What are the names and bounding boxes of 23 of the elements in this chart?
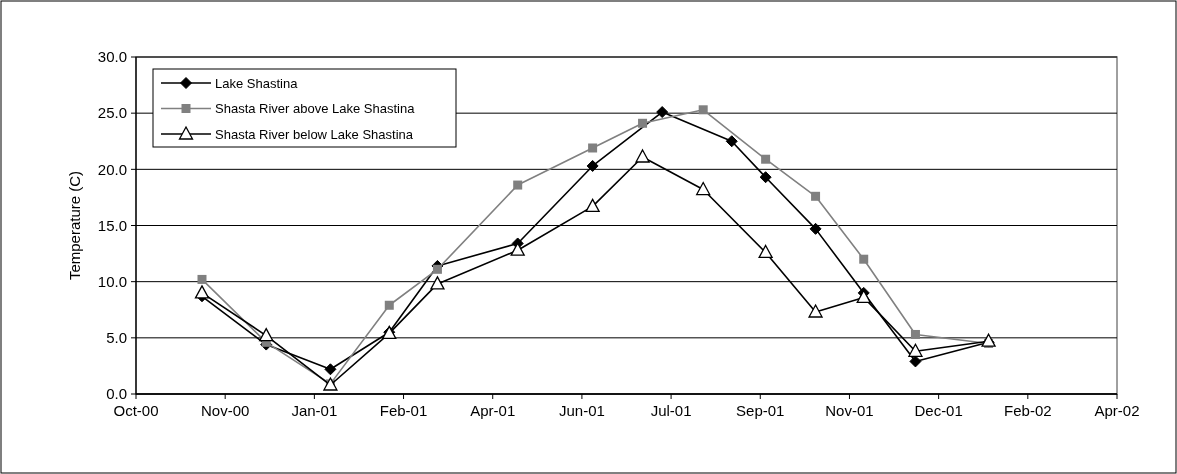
x-tick-label: Feb-02 bbox=[1004, 402, 1052, 419]
x-tick-label: Nov-00 bbox=[201, 402, 250, 419]
y-tick-label: 0.0 bbox=[106, 385, 127, 403]
y-tick-label: 25.0 bbox=[97, 104, 127, 122]
y-tick-label: 20.0 bbox=[97, 160, 127, 178]
legend-label: Shasta River below Lake Shastina bbox=[215, 126, 414, 142]
x-tick-label: Jul-01 bbox=[650, 402, 692, 419]
legend-label: Shasta River above Lake Shastina bbox=[215, 101, 416, 117]
y-tick-label: 15.0 bbox=[97, 216, 127, 234]
legend-label: Lake Shastina bbox=[215, 75, 299, 91]
x-tick-label: Apr-01 bbox=[470, 402, 516, 419]
x-tick-label: Oct-00 bbox=[113, 402, 159, 419]
x-tick-label: Feb-01 bbox=[379, 402, 428, 419]
y-tick-label: 10.0 bbox=[97, 272, 127, 290]
x-tick-label: Dec-01 bbox=[914, 402, 963, 419]
x-tick-label: Apr-02 bbox=[1094, 402, 1140, 419]
x-tick-label: Nov-01 bbox=[825, 402, 874, 419]
y-axis-title: Temperature (C) bbox=[66, 170, 83, 281]
x-tick-label: Jan-01 bbox=[291, 402, 338, 419]
y-tick-label: 30.0 bbox=[97, 48, 127, 66]
x-tick-label: Jun-01 bbox=[558, 402, 605, 419]
y-tick-label: 5.0 bbox=[106, 329, 127, 347]
x-tick-label: Sep-01 bbox=[736, 402, 785, 419]
